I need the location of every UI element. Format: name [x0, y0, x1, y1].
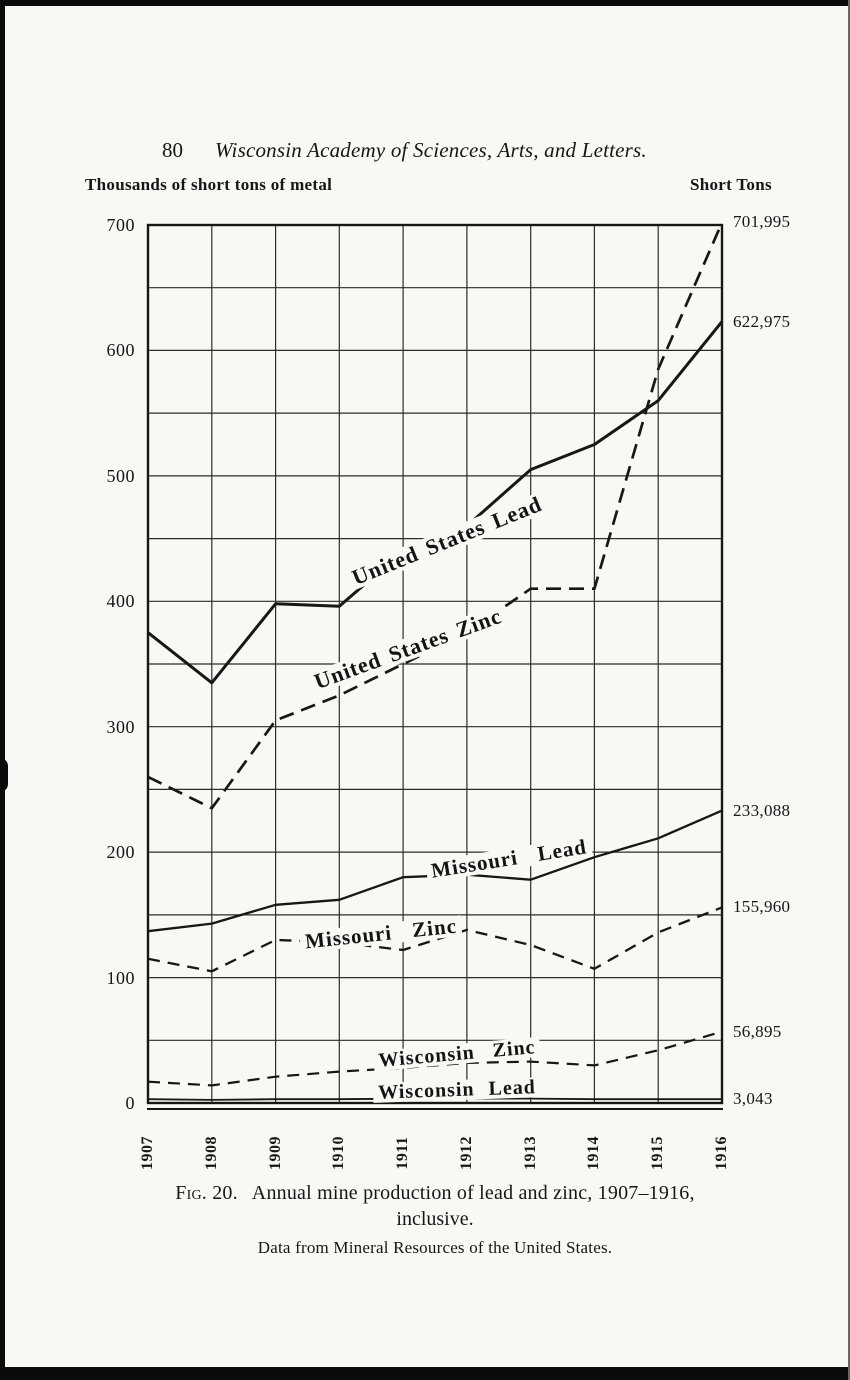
- y-axis-title: Thousands of short tons of metal: [85, 175, 333, 194]
- plot-border: [146, 223, 724, 1105]
- series-line-united-states-zinc: [147, 221, 724, 810]
- scan-edge-left: [0, 0, 5, 1380]
- scan-edge-right: [848, 0, 850, 1380]
- figure-number-label: Fig. 20.: [175, 1182, 238, 1204]
- caption-source: Data from Mineral Resources of the Unite…: [257, 1238, 613, 1257]
- figure-caption: Fig. 20. Annual mine production of lead a…: [10, 1182, 850, 1258]
- series-line-united-states-lead: [147, 320, 724, 685]
- running-title: Wisconsin Academy of Sciences, Arts, and…: [215, 138, 647, 162]
- series-line-wisconsin-lead: [147, 1097, 722, 1101]
- caption-line-2: inclusive.: [396, 1208, 474, 1230]
- page-number: 80: [162, 138, 183, 162]
- right-axis-header: Short Tons: [690, 175, 772, 194]
- series-line-missouri-lead: [147, 809, 723, 933]
- scan-edge-blemish: [0, 758, 8, 792]
- scan-edge-bottom: [0, 1367, 850, 1380]
- series-line-missouri-zinc: [147, 906, 723, 973]
- scan-edge-top: [0, 0, 850, 6]
- page-header: 80 Wisconsin Academy of Sciences, Arts, …: [162, 138, 762, 163]
- caption-text: Annual mine production of lead and zinc,…: [251, 1182, 695, 1204]
- caption-line-1: Fig. 20. Annual mine production of lead a…: [10, 1182, 850, 1205]
- series-line-wisconsin-zinc: [147, 1030, 723, 1087]
